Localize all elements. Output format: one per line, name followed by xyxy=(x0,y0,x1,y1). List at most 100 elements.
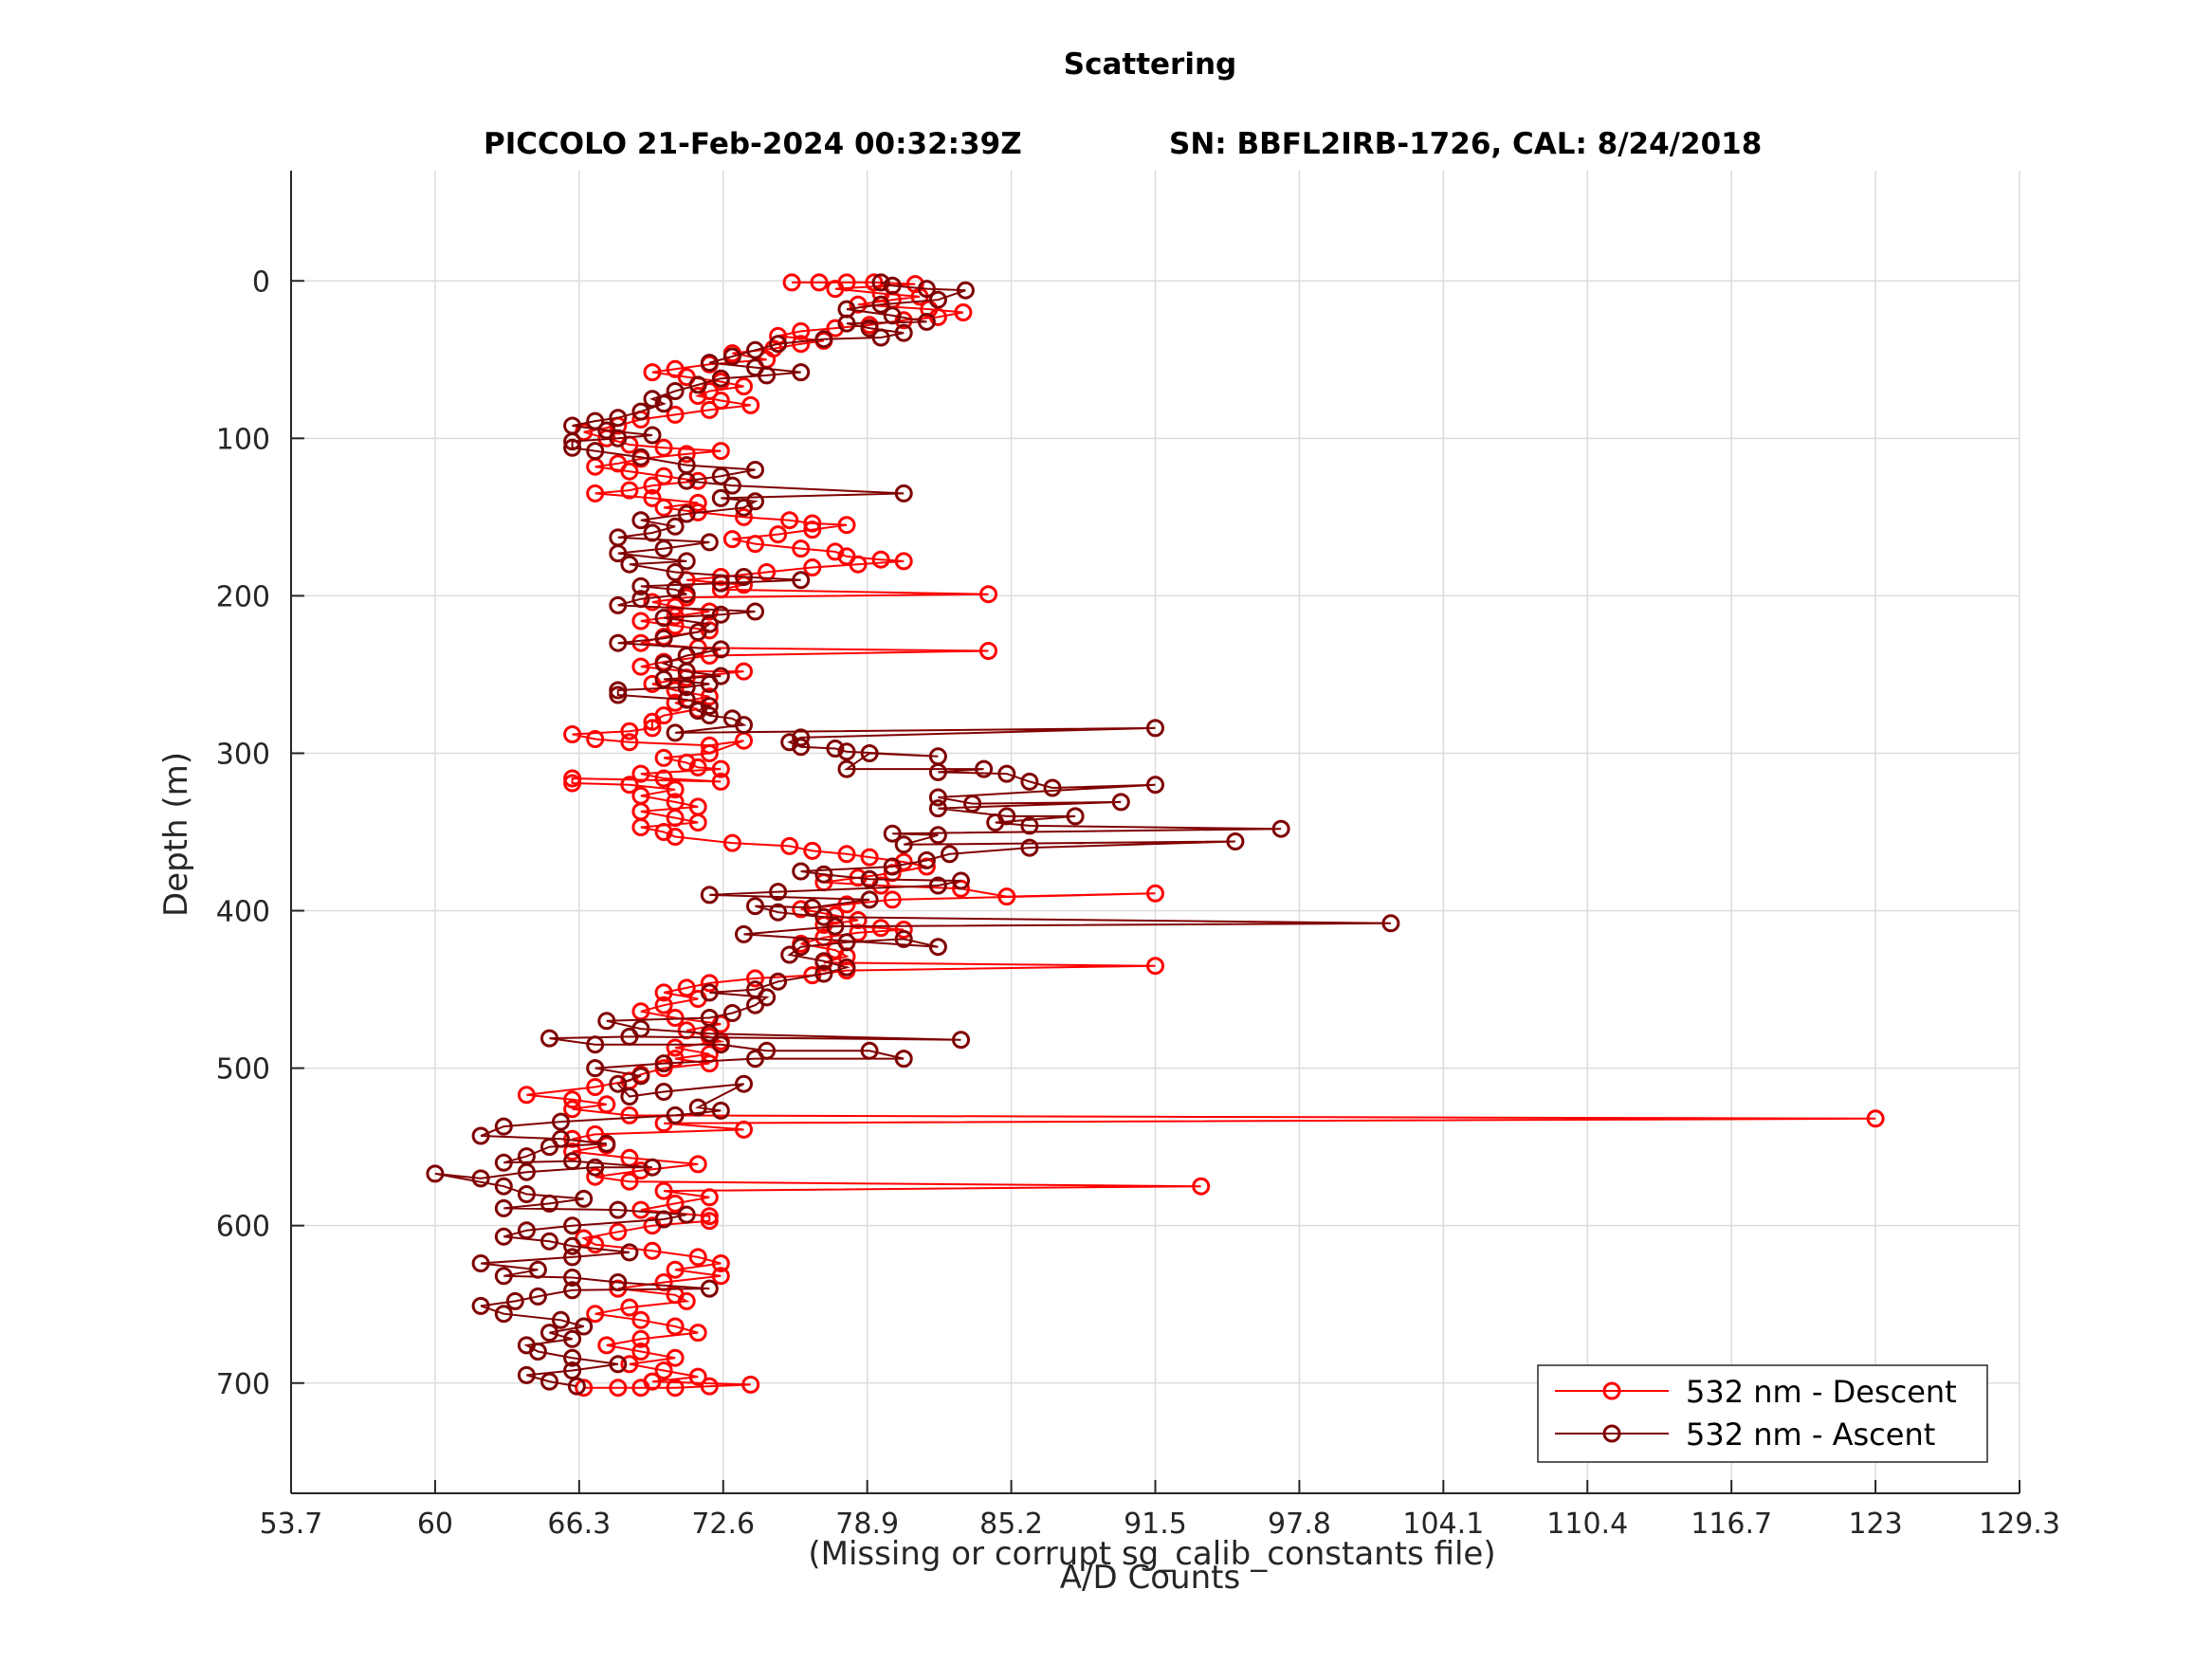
data-point xyxy=(1043,778,1062,797)
data-point xyxy=(1020,838,1039,857)
data-point xyxy=(494,1305,513,1324)
data-point xyxy=(517,1221,536,1240)
data-point xyxy=(735,377,753,395)
data-point xyxy=(666,1038,685,1057)
data-point xyxy=(700,744,719,762)
data-point xyxy=(746,602,764,621)
data-point xyxy=(700,983,719,1002)
data-point xyxy=(540,1029,558,1048)
data-point xyxy=(631,764,650,783)
data-point xyxy=(700,354,719,373)
data-point xyxy=(654,1054,673,1073)
data-point xyxy=(654,823,673,841)
data-point xyxy=(505,1291,524,1310)
data-point xyxy=(871,550,890,569)
data-point xyxy=(567,1377,586,1396)
data-point xyxy=(803,514,822,533)
data-point xyxy=(849,911,868,929)
data-point xyxy=(597,1095,616,1114)
data-point xyxy=(609,528,628,547)
data-point xyxy=(810,273,829,292)
data-point xyxy=(997,764,1016,783)
data-point xyxy=(883,890,902,909)
data-point xyxy=(540,1232,558,1251)
data-point xyxy=(677,456,696,475)
data-point xyxy=(666,1194,685,1213)
data-point xyxy=(769,972,788,991)
data-point xyxy=(803,841,822,860)
data-point xyxy=(803,521,822,539)
data-point xyxy=(677,504,696,523)
x-tick-label: 91.5 xyxy=(1124,1508,1187,1541)
x-tick-label: 110.4 xyxy=(1546,1508,1628,1541)
data-point xyxy=(631,1329,650,1348)
data-point xyxy=(677,753,696,772)
data-point xyxy=(860,319,879,338)
data-point xyxy=(700,886,719,905)
x-tick-label: 97.8 xyxy=(1268,1508,1331,1541)
x-tick-label: 123 xyxy=(1848,1508,1902,1541)
data-point xyxy=(837,516,856,535)
data-point xyxy=(494,1227,513,1246)
data-point xyxy=(997,807,1016,826)
data-point xyxy=(643,674,662,693)
data-point xyxy=(643,523,662,542)
data-point xyxy=(700,974,719,993)
data-point xyxy=(894,1050,913,1069)
data-point xyxy=(711,574,730,593)
data-point xyxy=(494,1198,513,1217)
data-point xyxy=(814,952,833,971)
data-point xyxy=(631,590,650,609)
data-point xyxy=(826,917,845,936)
legend-box xyxy=(1537,1364,1988,1463)
data-point xyxy=(688,1155,707,1174)
data-point xyxy=(711,759,730,778)
data-point xyxy=(928,290,947,309)
legend-descent-marker xyxy=(1602,1381,1621,1400)
data-point xyxy=(575,1317,594,1336)
data-point xyxy=(780,733,799,752)
data-point xyxy=(666,780,685,799)
legend: 532 nm - Descent 532 nm - Ascent xyxy=(1537,1364,1988,1463)
data-point xyxy=(735,568,753,586)
data-point xyxy=(700,1377,719,1396)
series-line xyxy=(434,281,1391,1388)
data-point xyxy=(654,1210,673,1229)
data-point xyxy=(620,1243,639,1262)
data-point xyxy=(654,629,673,648)
data-point xyxy=(471,1126,490,1145)
data-point xyxy=(711,640,730,659)
data-point xyxy=(677,552,696,571)
data-point xyxy=(780,511,799,530)
data-point xyxy=(654,466,673,485)
data-point xyxy=(563,1216,582,1235)
data-point xyxy=(792,321,811,340)
data-point xyxy=(540,1324,558,1343)
data-point xyxy=(837,933,856,952)
y-tick-label: 0 xyxy=(252,265,270,299)
data-point xyxy=(997,887,1016,906)
data-point xyxy=(654,539,673,558)
data-point xyxy=(769,883,788,902)
data-point xyxy=(654,609,673,628)
data-point xyxy=(563,438,582,457)
data-point xyxy=(826,319,845,338)
data-point xyxy=(917,280,936,299)
data-point xyxy=(552,1310,570,1329)
data-point xyxy=(494,1267,513,1286)
y-axis-label: Depth (m) xyxy=(157,752,195,917)
data-point xyxy=(654,438,673,457)
x-tick-label: 66.3 xyxy=(547,1508,611,1541)
data-point xyxy=(837,300,856,319)
data-point xyxy=(711,568,730,586)
data-point xyxy=(677,585,696,604)
data-point xyxy=(563,416,582,435)
data-point xyxy=(471,1169,490,1188)
data-point xyxy=(677,1291,696,1310)
data-point xyxy=(563,1100,582,1119)
data-point xyxy=(871,273,890,292)
data-point xyxy=(792,539,811,558)
grid-lines xyxy=(290,171,2020,1493)
data-point xyxy=(780,836,799,855)
data-point xyxy=(654,748,673,767)
